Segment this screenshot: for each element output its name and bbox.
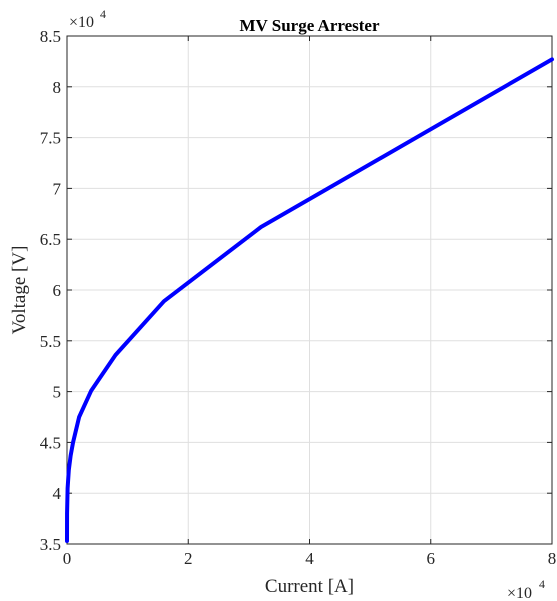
x-tick-label: 0	[63, 549, 72, 568]
y-axis-label: Voltage [V]	[9, 246, 30, 335]
x-axis-exponent: ×10 4	[507, 577, 545, 601]
y-tick-label: 6	[53, 281, 62, 300]
y-tick-label: 7.5	[40, 129, 61, 148]
y-tick-label: 7	[53, 179, 62, 198]
y-tick-label: 3.5	[40, 535, 61, 554]
series-line	[65, 57, 554, 543]
x-exponent-power: 4	[539, 577, 545, 591]
y-axis-exponent: ×10 4	[69, 7, 106, 31]
x-tick-label: 4	[305, 549, 314, 568]
x-tick-label: 8	[548, 549, 557, 568]
chart-title: MV Surge Arrester	[239, 16, 380, 35]
x-tick-label: 6	[427, 549, 436, 568]
x-axis-label: Current [A]	[265, 576, 354, 597]
tick-labels: 0 2 4 6 8 3.5 4 4.5 5 5.5 6 6.5 7 7.5 8 8.5	[40, 27, 557, 568]
y-exponent-power: 4	[100, 7, 106, 21]
y-tick-label: 6.5	[40, 230, 61, 249]
y-tick-label: 4	[53, 484, 62, 503]
y-tick-label: 5	[53, 383, 62, 402]
x-tick-label: 2	[184, 549, 193, 568]
series-layer	[65, 57, 554, 543]
y-tick-label: 8.5	[40, 27, 61, 46]
y-tick-label: 5.5	[40, 332, 61, 351]
y-tick-label: 4.5	[40, 433, 61, 452]
x-exponent-base: ×10	[507, 585, 532, 601]
axis-ticks	[66, 35, 553, 545]
y-tick-label: 8	[53, 78, 62, 97]
y-exponent-base: ×10	[69, 14, 94, 31]
